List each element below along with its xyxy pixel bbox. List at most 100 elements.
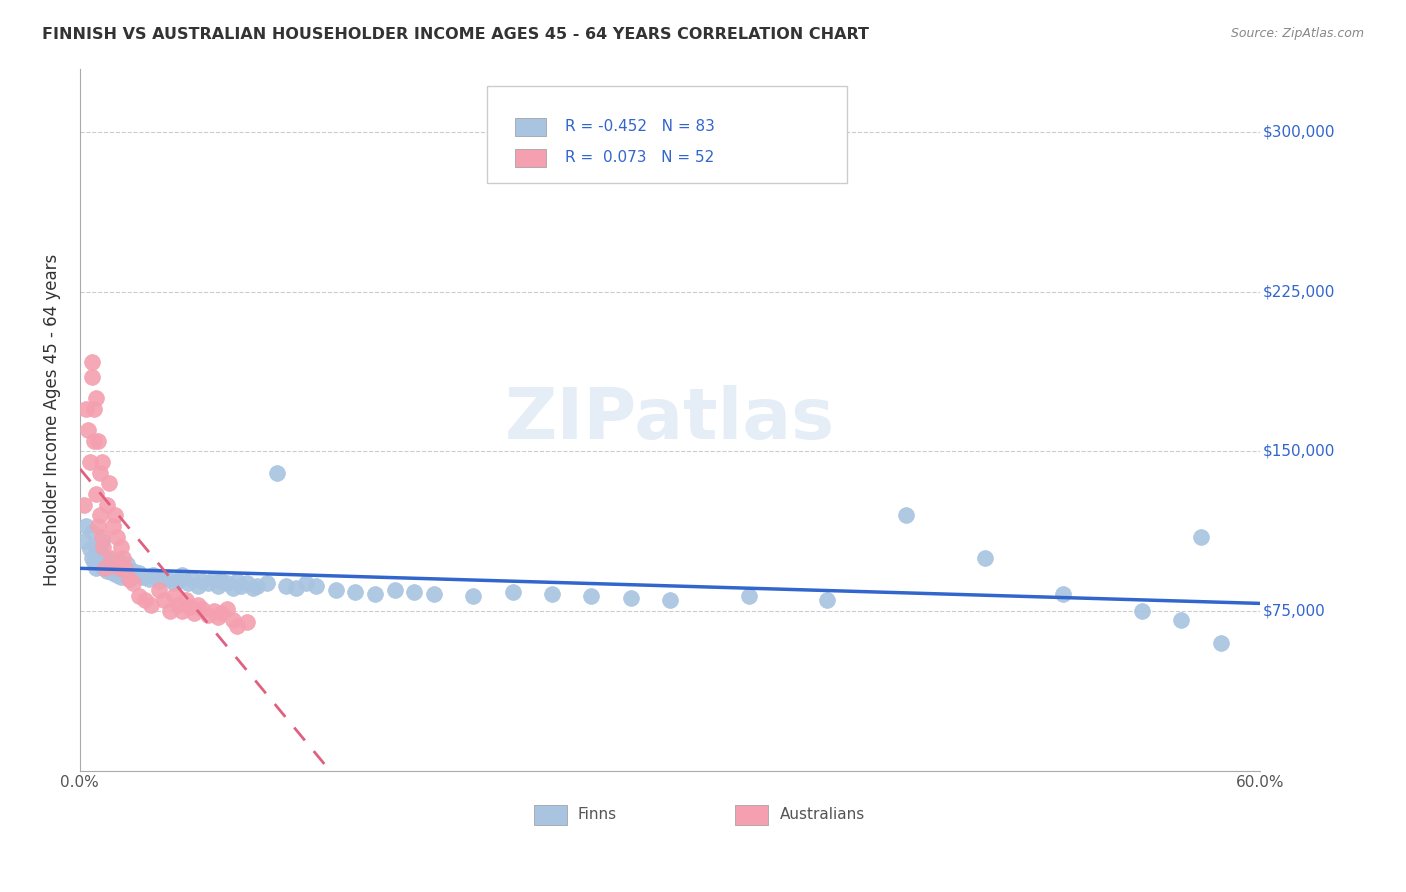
Point bbox=[163, 576, 186, 591]
Text: Australians: Australians bbox=[780, 807, 865, 822]
Point bbox=[86, 519, 108, 533]
Point bbox=[344, 585, 367, 599]
Point bbox=[157, 572, 180, 586]
Point bbox=[114, 561, 136, 575]
Point bbox=[894, 508, 917, 523]
Point bbox=[124, 567, 146, 582]
Point bbox=[108, 555, 131, 569]
Point bbox=[100, 550, 122, 565]
Point bbox=[90, 533, 112, 548]
Point bbox=[79, 542, 101, 557]
Point bbox=[105, 530, 128, 544]
Point bbox=[83, 555, 105, 569]
Point bbox=[222, 613, 245, 627]
Point bbox=[231, 578, 253, 592]
Point bbox=[80, 355, 103, 369]
Point bbox=[1209, 636, 1232, 650]
Point bbox=[86, 434, 108, 448]
Point bbox=[86, 553, 108, 567]
Point bbox=[236, 576, 259, 591]
Point bbox=[276, 578, 298, 592]
Point bbox=[89, 466, 111, 480]
Y-axis label: Householder Income Ages 45 - 64 years: Householder Income Ages 45 - 64 years bbox=[44, 253, 60, 586]
Point bbox=[167, 598, 190, 612]
Point bbox=[118, 572, 141, 586]
Point bbox=[100, 553, 122, 567]
Point bbox=[256, 576, 278, 591]
Point bbox=[1189, 530, 1212, 544]
Point bbox=[112, 550, 135, 565]
Point bbox=[246, 578, 269, 592]
Bar bbox=[534, 805, 567, 824]
Point bbox=[84, 392, 107, 406]
Point bbox=[183, 606, 205, 620]
Text: $300,000: $300,000 bbox=[1263, 125, 1334, 140]
Point bbox=[207, 578, 229, 592]
Point bbox=[423, 587, 446, 601]
Point bbox=[84, 561, 107, 575]
Point bbox=[384, 582, 406, 597]
Point bbox=[122, 576, 145, 591]
Point bbox=[94, 555, 117, 569]
Point bbox=[187, 578, 209, 592]
Point bbox=[96, 564, 118, 578]
Point bbox=[98, 558, 121, 572]
Point bbox=[73, 533, 96, 548]
Point bbox=[104, 559, 127, 574]
Point bbox=[285, 581, 308, 595]
Point bbox=[325, 582, 347, 597]
Point bbox=[174, 593, 197, 607]
Point bbox=[172, 567, 194, 582]
Text: $75,000: $75,000 bbox=[1263, 604, 1326, 618]
Point bbox=[134, 593, 156, 607]
Point bbox=[122, 564, 145, 578]
Point bbox=[96, 498, 118, 512]
Point bbox=[211, 606, 233, 620]
Point bbox=[163, 589, 186, 603]
Point bbox=[132, 570, 155, 584]
Bar bbox=[516, 118, 546, 136]
Point bbox=[138, 572, 160, 586]
Point bbox=[79, 455, 101, 469]
Point bbox=[226, 574, 249, 589]
Point bbox=[179, 599, 201, 614]
FancyBboxPatch shape bbox=[486, 86, 846, 183]
Point bbox=[80, 525, 103, 540]
Point bbox=[242, 581, 264, 595]
Point bbox=[83, 434, 105, 448]
Point bbox=[172, 604, 194, 618]
Point bbox=[191, 602, 214, 616]
Point bbox=[1130, 604, 1153, 618]
Point bbox=[108, 561, 131, 575]
Text: $150,000: $150,000 bbox=[1263, 444, 1334, 459]
Point bbox=[75, 519, 97, 533]
Point bbox=[112, 561, 135, 575]
Text: FINNISH VS AUSTRALIAN HOUSEHOLDER INCOME AGES 45 - 64 YEARS CORRELATION CHART: FINNISH VS AUSTRALIAN HOUSEHOLDER INCOME… bbox=[42, 27, 869, 42]
Point bbox=[202, 572, 225, 586]
Point bbox=[1170, 613, 1192, 627]
Point bbox=[114, 566, 136, 580]
Point bbox=[80, 370, 103, 384]
Text: ZIPatlas: ZIPatlas bbox=[505, 385, 835, 454]
Point bbox=[295, 576, 318, 591]
Point bbox=[167, 574, 190, 589]
Text: R = -0.452   N = 83: R = -0.452 N = 83 bbox=[565, 120, 714, 135]
Point bbox=[148, 582, 170, 597]
Text: Finns: Finns bbox=[578, 807, 617, 822]
Point bbox=[177, 576, 200, 591]
Point bbox=[103, 566, 125, 580]
Point bbox=[90, 559, 112, 574]
Point bbox=[104, 508, 127, 523]
Point bbox=[211, 574, 233, 589]
Point bbox=[191, 574, 214, 589]
Point bbox=[502, 585, 524, 599]
Point bbox=[217, 602, 239, 616]
Point bbox=[90, 530, 112, 544]
Point bbox=[541, 587, 564, 601]
Point bbox=[973, 550, 995, 565]
Point bbox=[737, 589, 759, 603]
Text: Source: ZipAtlas.com: Source: ZipAtlas.com bbox=[1230, 27, 1364, 40]
Point bbox=[187, 598, 209, 612]
Point bbox=[93, 561, 115, 575]
Point bbox=[142, 567, 165, 582]
